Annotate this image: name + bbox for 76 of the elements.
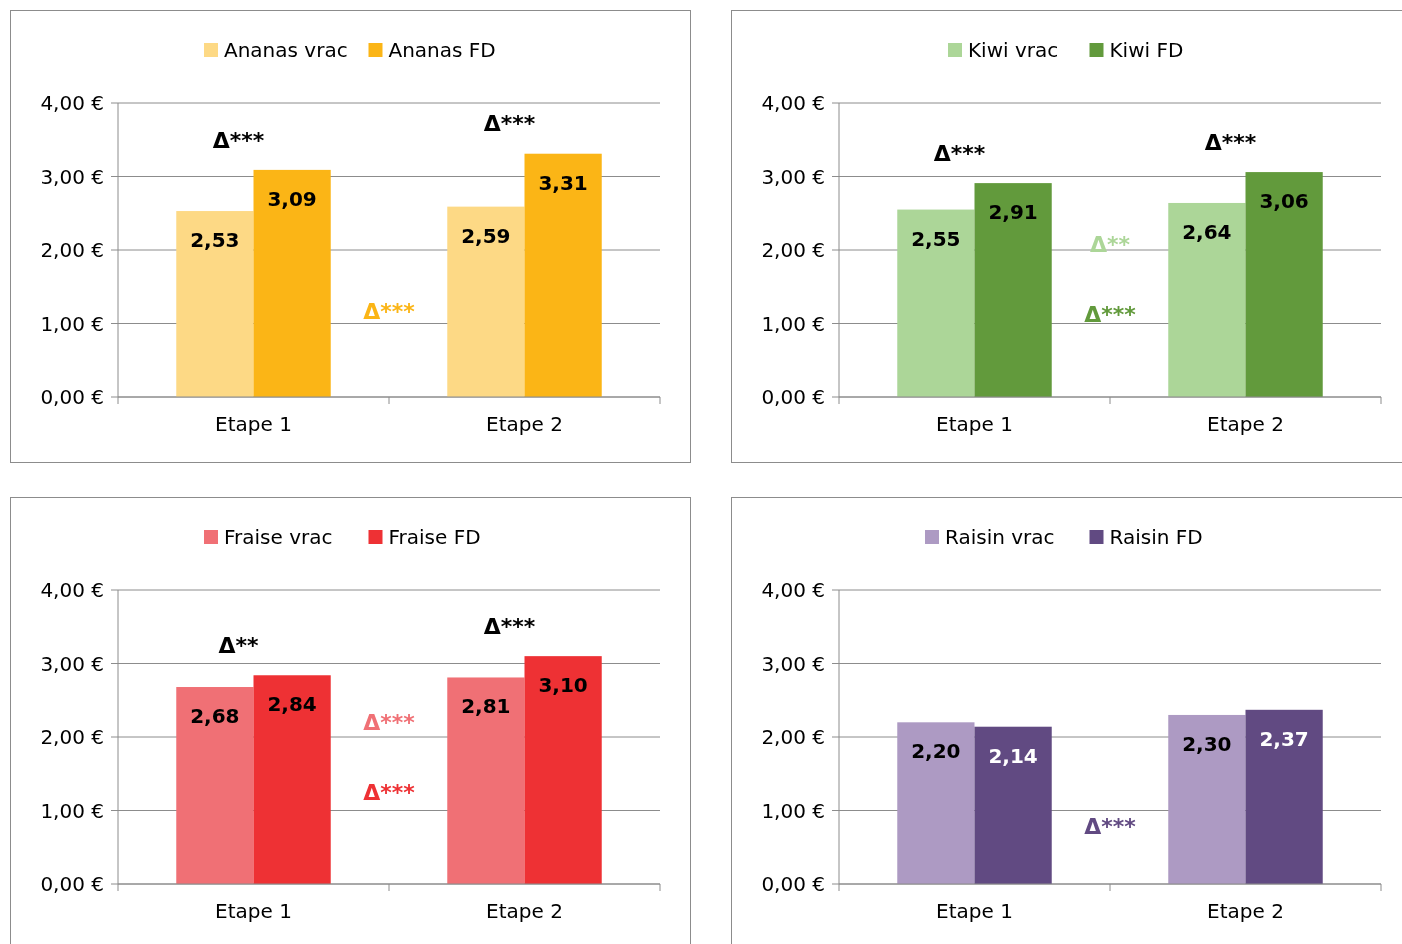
data-label: 3,06 (1259, 189, 1309, 214)
data-label: 2,64 (1182, 219, 1232, 244)
x-tick-label: Etape 1 (936, 412, 1013, 436)
legend-label: Raisin FD (1109, 525, 1203, 549)
data-label: 3,31 (538, 170, 588, 195)
y-tick-label: 2,00 € (761, 725, 825, 749)
legend-label: Raisin vrac (945, 525, 1055, 549)
data-label: 2,55 (911, 226, 961, 251)
legend-label: Fraise FD (388, 525, 481, 549)
bar (176, 211, 254, 397)
y-tick-label: 2,00 € (40, 238, 104, 262)
legend-label: Kiwi FD (1109, 38, 1184, 62)
bar (974, 183, 1052, 397)
data-label: 2,20 (911, 739, 961, 764)
annotation: Δ*** (363, 709, 416, 735)
y-tick-label: 3,00 € (40, 164, 104, 189)
y-tick-label: 1,00 € (40, 798, 104, 823)
data-label: 2,59 (461, 223, 511, 248)
data-label: 2,84 (267, 692, 317, 717)
y-tick-label: 1,00 € (761, 798, 825, 823)
y-tick-label: 0,00 € (40, 872, 104, 896)
y-tick-label: 4,00 € (761, 91, 825, 115)
x-tick-label: Etape 1 (215, 412, 292, 436)
data-label: 3,10 (538, 673, 588, 698)
annotation: Δ*** (1084, 814, 1137, 840)
annotation: Δ*** (933, 140, 986, 166)
legend-label: Kiwi vrac (968, 38, 1059, 62)
y-tick-label: 4,00 € (40, 578, 104, 602)
legend-label: Ananas vrac (224, 38, 348, 62)
y-tick-label: 1,00 € (761, 311, 825, 336)
y-tick-label: 1,00 € (40, 311, 104, 336)
bar (524, 656, 602, 884)
x-tick-label: Etape 2 (1207, 899, 1284, 923)
bar (253, 169, 331, 397)
bar (1168, 202, 1246, 397)
legend-label: Fraise vrac (224, 525, 333, 549)
annotation: Δ*** (1204, 129, 1257, 155)
y-tick-label: 2,00 € (40, 725, 104, 749)
data-label: 2,91 (988, 200, 1038, 225)
y-tick-label: 2,00 € (761, 238, 825, 262)
x-tick-label: Etape 2 (1207, 412, 1284, 436)
x-tick-label: Etape 1 (215, 899, 292, 923)
data-label: 3,09 (267, 186, 317, 211)
y-tick-label: 3,00 € (761, 164, 825, 189)
annotation: Δ*** (212, 127, 265, 153)
bar (253, 675, 331, 884)
annotation: Δ*** (483, 111, 536, 137)
legend-label: Ananas FD (388, 38, 496, 62)
data-label: 2,81 (461, 694, 511, 719)
y-tick-label: 0,00 € (761, 872, 825, 896)
bar (897, 209, 975, 397)
annotation: Δ*** (363, 779, 416, 805)
x-tick-label: Etape 2 (486, 899, 563, 923)
data-label: 2,30 (1182, 731, 1232, 756)
bar (447, 206, 525, 397)
x-tick-label: Etape 2 (486, 412, 563, 436)
bar (447, 677, 525, 884)
annotation: Δ*** (363, 298, 416, 324)
bar (1245, 172, 1323, 397)
y-tick-label: 0,00 € (761, 385, 825, 409)
data-label: 2,37 (1259, 726, 1309, 751)
data-label: 2,68 (190, 704, 240, 729)
bar (176, 687, 254, 884)
y-tick-label: 4,00 € (761, 578, 825, 602)
annotation: Δ** (1089, 232, 1131, 258)
y-tick-label: 3,00 € (40, 651, 104, 676)
annotation: Δ*** (483, 613, 536, 639)
y-tick-label: 0,00 € (40, 385, 104, 409)
y-tick-label: 4,00 € (40, 91, 104, 115)
x-tick-label: Etape 1 (936, 899, 1013, 923)
bar (524, 153, 602, 397)
y-tick-label: 3,00 € (761, 651, 825, 676)
annotation: Δ*** (1084, 302, 1137, 328)
annotation: Δ** (218, 632, 260, 658)
data-label: 2,14 (988, 743, 1038, 768)
data-label: 2,53 (190, 228, 240, 253)
